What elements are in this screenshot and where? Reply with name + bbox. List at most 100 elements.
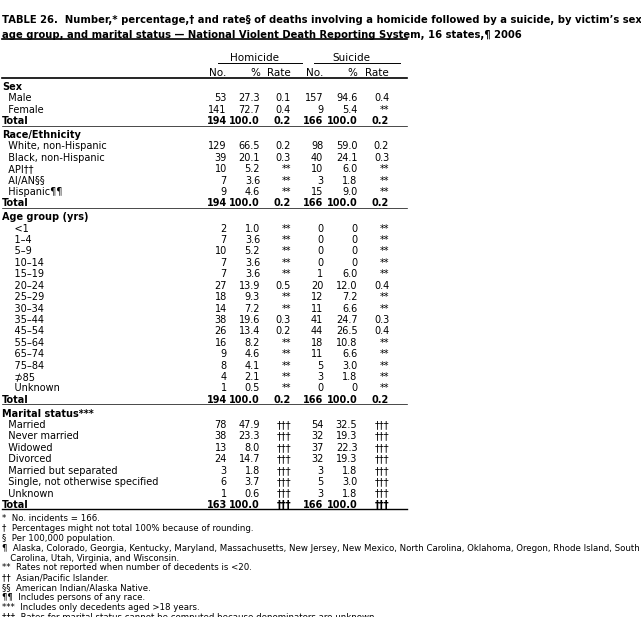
Text: 0.2: 0.2 (274, 116, 291, 126)
Text: 5.4: 5.4 (342, 105, 358, 115)
Text: 10: 10 (311, 164, 323, 174)
Text: ††  Asian/Pacific Islander.: †† Asian/Pacific Islander. (2, 573, 109, 582)
Text: 0.2: 0.2 (374, 141, 389, 151)
Text: 0.3: 0.3 (374, 153, 389, 163)
Text: ¶¶  Includes persons of any race.: ¶¶ Includes persons of any race. (2, 594, 145, 602)
Text: 3.6: 3.6 (245, 258, 260, 268)
Text: API††: API†† (2, 164, 33, 174)
Text: 100.0: 100.0 (229, 395, 260, 405)
Text: §  Per 100,000 population.: § Per 100,000 population. (2, 534, 115, 542)
Text: 100.0: 100.0 (327, 116, 358, 126)
Text: **: ** (281, 337, 291, 348)
Text: Marital status***: Marital status*** (2, 408, 94, 418)
Text: 41: 41 (311, 315, 323, 325)
Text: 23.3: 23.3 (238, 431, 260, 442)
Text: 3.0: 3.0 (342, 360, 358, 371)
Text: 20: 20 (311, 281, 323, 291)
Text: **: ** (281, 349, 291, 359)
Text: 5.2: 5.2 (245, 164, 260, 174)
Text: Married but separated: Married but separated (2, 466, 117, 476)
Text: 0.5: 0.5 (245, 383, 260, 394)
Text: 44: 44 (311, 326, 323, 336)
Text: Rate: Rate (267, 68, 291, 78)
Text: **: ** (379, 223, 389, 234)
Text: 5–9: 5–9 (2, 246, 32, 257)
Text: **: ** (281, 223, 291, 234)
Text: 0.2: 0.2 (372, 116, 389, 126)
Text: Carolina, Utah, Virginia, and Wisconsin.: Carolina, Utah, Virginia, and Wisconsin. (2, 553, 179, 563)
Text: 0.2: 0.2 (372, 199, 389, 209)
Text: 10–14: 10–14 (2, 258, 44, 268)
Text: Age group (yrs): Age group (yrs) (2, 212, 88, 222)
Text: †††: ††† (276, 431, 291, 442)
Text: 0: 0 (351, 246, 358, 257)
Text: Total: Total (2, 395, 29, 405)
Text: Total: Total (2, 199, 29, 209)
Text: 2: 2 (221, 223, 227, 234)
Text: **: ** (281, 304, 291, 313)
Text: 0.4: 0.4 (276, 105, 291, 115)
Text: **: ** (379, 164, 389, 174)
Text: †††: ††† (276, 454, 291, 465)
Text: **: ** (379, 269, 389, 280)
Text: ¶  Alaska, Colorado, Georgia, Kentucky, Maryland, Massachusetts, New Jersey, New: ¶ Alaska, Colorado, Georgia, Kentucky, M… (2, 544, 640, 553)
Text: **: ** (281, 246, 291, 257)
Text: 9: 9 (221, 349, 227, 359)
Text: 3: 3 (221, 466, 227, 476)
Text: 15: 15 (311, 187, 323, 197)
Text: Unknown: Unknown (2, 489, 54, 499)
Text: 1.8: 1.8 (342, 466, 358, 476)
Text: 11: 11 (311, 349, 323, 359)
Text: **: ** (379, 246, 389, 257)
Text: 8.0: 8.0 (245, 443, 260, 453)
Text: †††: ††† (374, 420, 389, 430)
Text: Widowed: Widowed (2, 443, 53, 453)
Text: 98: 98 (311, 141, 323, 151)
Text: **: ** (379, 372, 389, 382)
Text: †††  Rates for marital status cannot be computed because denominators are unknow: ††† Rates for marital status cannot be c… (2, 613, 377, 617)
Text: 10: 10 (215, 164, 227, 174)
Text: 4.1: 4.1 (245, 360, 260, 371)
Text: 20–24: 20–24 (2, 281, 44, 291)
Text: 4.6: 4.6 (245, 187, 260, 197)
Text: **: ** (281, 235, 291, 245)
Text: 32: 32 (311, 431, 323, 442)
Text: 141: 141 (208, 105, 227, 115)
Text: 40: 40 (311, 153, 323, 163)
Text: 6: 6 (221, 477, 227, 487)
Text: 26.5: 26.5 (336, 326, 358, 336)
Text: 0.4: 0.4 (374, 326, 389, 336)
Text: 194: 194 (206, 116, 227, 126)
Text: 30–34: 30–34 (2, 304, 44, 313)
Text: 32: 32 (311, 454, 323, 465)
Text: Male: Male (2, 93, 31, 104)
Text: 4: 4 (221, 372, 227, 382)
Text: 94.6: 94.6 (336, 93, 358, 104)
Text: 9.0: 9.0 (342, 187, 358, 197)
Text: 100.0: 100.0 (327, 395, 358, 405)
Text: 26: 26 (214, 326, 227, 336)
Text: 6.6: 6.6 (342, 349, 358, 359)
Text: 3.6: 3.6 (245, 235, 260, 245)
Text: 24.7: 24.7 (336, 315, 358, 325)
Text: 0: 0 (317, 246, 323, 257)
Text: 12: 12 (311, 292, 323, 302)
Text: No.: No. (306, 68, 323, 78)
Text: 6.0: 6.0 (342, 269, 358, 280)
Text: 19.3: 19.3 (336, 454, 358, 465)
Text: **: ** (379, 235, 389, 245)
Text: 3.6: 3.6 (245, 269, 260, 280)
Text: 0.2: 0.2 (276, 326, 291, 336)
Text: 100.0: 100.0 (229, 116, 260, 126)
Text: 166: 166 (303, 395, 323, 405)
Text: %: % (250, 68, 260, 78)
Text: §§  American Indian/Alaska Native.: §§ American Indian/Alaska Native. (2, 584, 151, 592)
Text: 3: 3 (317, 372, 323, 382)
Text: 78: 78 (214, 420, 227, 430)
Text: 0.3: 0.3 (276, 153, 291, 163)
Text: 163: 163 (206, 500, 227, 510)
Text: 59.0: 59.0 (336, 141, 358, 151)
Text: Rate: Rate (365, 68, 389, 78)
Text: †††: ††† (374, 466, 389, 476)
Text: 8.2: 8.2 (245, 337, 260, 348)
